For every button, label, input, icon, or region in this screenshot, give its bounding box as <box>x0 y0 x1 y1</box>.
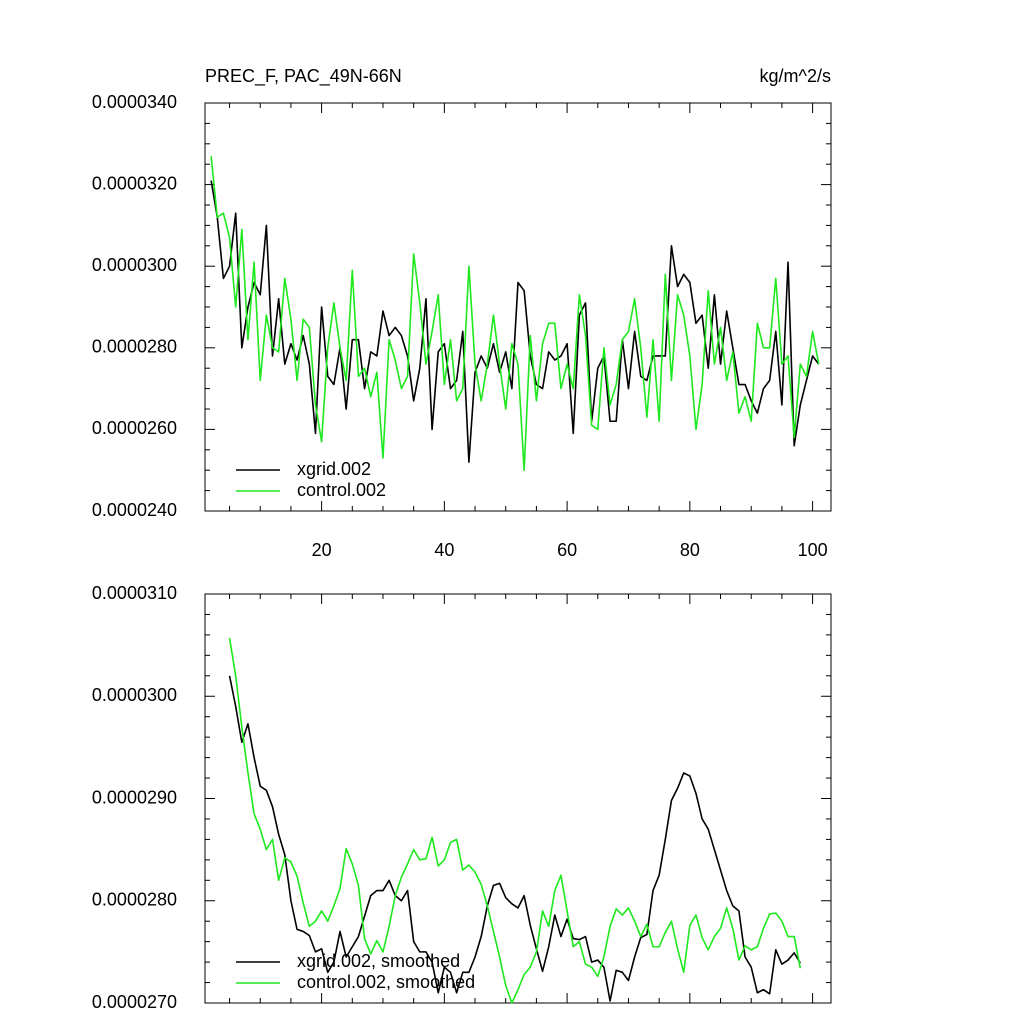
plot-frame <box>204 593 832 1004</box>
data-line <box>228 637 802 1004</box>
data-line <box>210 155 820 471</box>
x-tick-label: 80 <box>680 540 700 560</box>
units-label: kg/m^2/s <box>760 66 831 86</box>
x-tick-label: 100 <box>798 540 828 560</box>
y-tick-label: 0.0000280 <box>92 890 177 910</box>
x-tick-label: 60 <box>557 540 577 560</box>
legend-label: xgrid.002, smoothed <box>297 951 460 971</box>
y-tick-label: 0.0000240 <box>92 500 177 520</box>
y-tick-label: 0.0000290 <box>92 787 177 807</box>
y-tick-label: 0.0000310 <box>92 583 177 603</box>
y-tick-label: 0.0000340 <box>92 92 177 112</box>
y-tick-label: 0.0000300 <box>92 255 177 275</box>
chart-title: PREC_F, PAC_49N-66N <box>205 66 402 87</box>
y-tick-label: 0.0000270 <box>92 992 177 1012</box>
y-tick-label: 0.0000300 <box>92 685 177 705</box>
legend-label: control.002 <box>297 480 386 500</box>
plot-frame <box>204 102 832 512</box>
data-line <box>228 675 801 1002</box>
legend-label: xgrid.002 <box>297 459 371 479</box>
x-tick-label: 20 <box>312 540 332 560</box>
y-tick-label: 0.0000320 <box>92 173 177 193</box>
y-tick-label: 0.0000280 <box>92 337 177 357</box>
y-tick-label: 0.0000260 <box>92 418 177 438</box>
legend-label: control.002, smoothed <box>297 972 475 992</box>
data-line <box>210 180 820 463</box>
x-tick-label: 40 <box>434 540 454 560</box>
